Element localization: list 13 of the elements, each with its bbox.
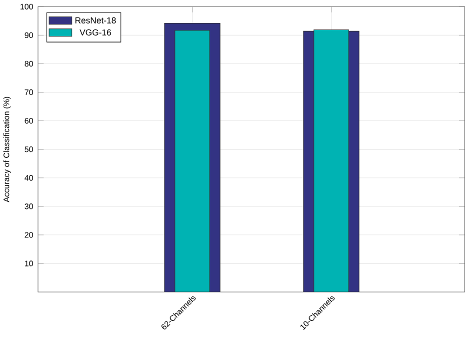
y-tick-label: 80 xyxy=(24,60,33,67)
legend-label: ResNet-18 xyxy=(75,17,116,24)
y-axis-title: Accuracy of Classification (%) xyxy=(3,96,11,202)
y-tick-label: 50 xyxy=(24,146,33,152)
y-tick-label: 70 xyxy=(24,89,33,96)
legend-label: VGG-16 xyxy=(80,29,111,36)
y-tick-label: 90 xyxy=(24,32,33,38)
y-tick-label: 20 xyxy=(24,232,33,238)
y-tick-label: 10 xyxy=(25,260,33,266)
y-tick-label: 40 xyxy=(24,175,33,181)
y-tick-label: 100 xyxy=(20,4,33,10)
y-tick-label: 60 xyxy=(24,118,33,124)
y-tick-label: 30 xyxy=(24,204,33,210)
